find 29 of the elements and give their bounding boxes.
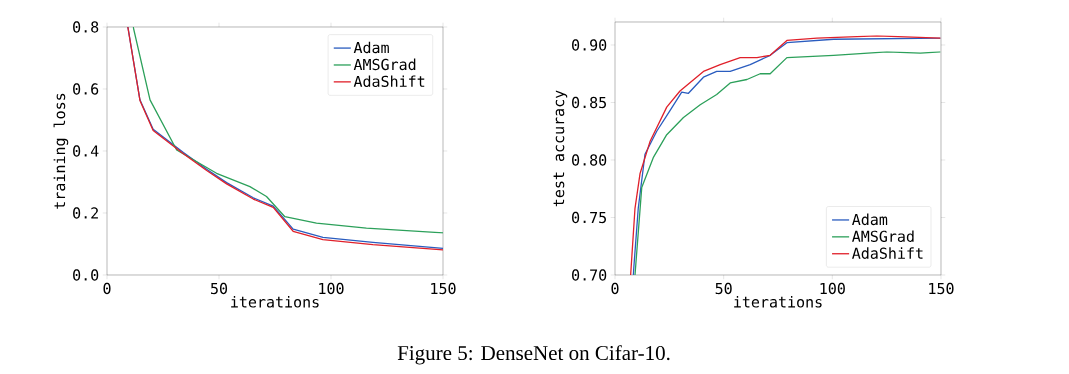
legend-label: AdaShift: [852, 247, 923, 259]
x-tick-label: 0: [611, 282, 619, 295]
y-tick-label: 0.6: [73, 83, 99, 95]
y-tick-label: 0.80: [572, 154, 607, 166]
caption: Figure 5: DenseNet on Cifar-10.: [397, 345, 670, 365]
x-tick-label: 50: [715, 282, 732, 295]
y-tick-label: 0.90: [572, 39, 607, 51]
x-axis-title: iterations: [734, 296, 822, 308]
y-tick-label: 0.8: [73, 21, 99, 33]
y-axis-title: training loss: [53, 93, 69, 209]
x-tick-label: 0: [103, 282, 111, 295]
y-axis-title: test accuracy: [553, 90, 568, 207]
y-tick-label: 0.0: [73, 269, 99, 281]
x-tick-label: 50: [211, 282, 228, 295]
legend-label: Adam: [852, 213, 888, 226]
y-tick-label: 0.4: [73, 145, 99, 157]
legend-label: AMSGrad: [852, 230, 914, 243]
y-tick-label: 0.85: [572, 96, 606, 109]
x-axis-title: iterations: [231, 296, 319, 308]
legend-label: Adam: [353, 41, 389, 54]
y-tick-label: 0.70: [572, 269, 607, 281]
y-tick-label: 0.2: [73, 207, 98, 219]
x-tick-label: 100: [319, 282, 344, 295]
y-tick-label: 0.75: [572, 211, 606, 224]
legend-label: AMSGrad: [353, 58, 416, 71]
x-tick-label: 150: [431, 282, 456, 295]
x-tick-label: 150: [929, 282, 954, 295]
x-tick-label: 100: [820, 282, 845, 295]
legend-label: AdaShift: [353, 75, 425, 88]
